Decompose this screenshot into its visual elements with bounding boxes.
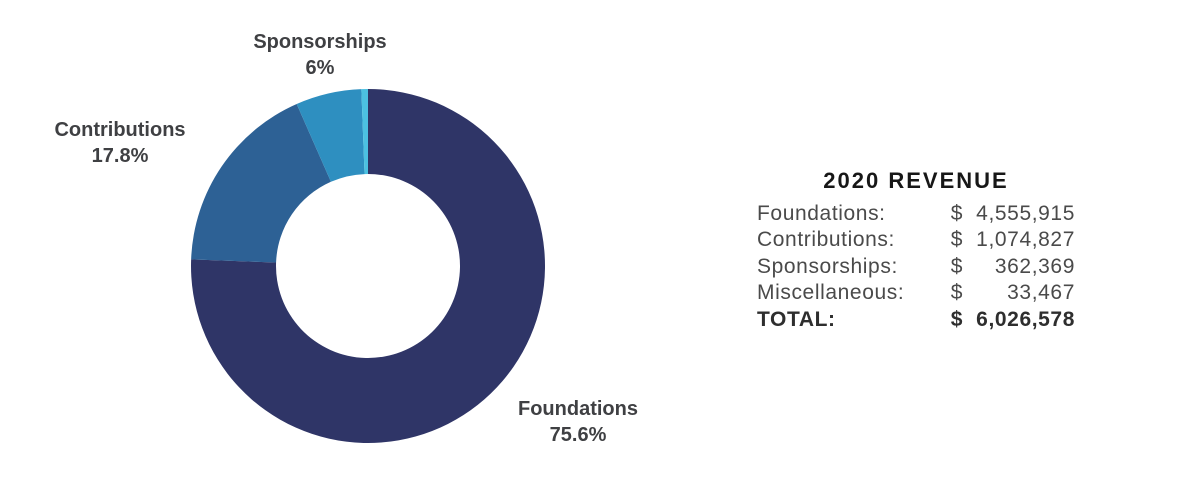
currency-sign: $ <box>950 254 963 278</box>
summary-title: 2020 REVENUE <box>823 168 1009 193</box>
row-amount: 4,555,915 <box>976 202 1075 225</box>
donut-segment-contributions <box>191 104 331 263</box>
summary-row-total: TOTAL: $6,026,578 <box>757 307 1075 333</box>
row-value: $1,074,827 <box>951 227 1075 253</box>
row-value: $4,555,915 <box>951 201 1075 227</box>
chart-label-percent: 6% <box>305 57 335 79</box>
chart-label-percent: 17.8% <box>91 145 149 167</box>
donut-segment-foundations <box>191 89 546 443</box>
chart-label-contributions: Contributions 17.8% <box>30 117 210 169</box>
row-label: Miscellaneous: <box>757 281 905 305</box>
donut-segment-sponsorships <box>296 89 365 182</box>
row-amount: 1,074,827 <box>976 228 1075 252</box>
currency-sign: $ <box>950 307 963 331</box>
summary-row-sponsorships: Sponsorships: $362,369 <box>757 254 1075 280</box>
row-label: TOTAL: <box>757 307 836 331</box>
row-amount: 6,026,578 <box>976 307 1075 331</box>
row-label: Sponsorships: <box>757 254 898 278</box>
row-value: $362,369 <box>951 254 1075 280</box>
chart-label-name: Foundations <box>518 398 638 420</box>
donut-segment-miscellaneous <box>361 89 368 175</box>
chart-label-percent: 75.6% <box>549 424 607 446</box>
row-value: $6,026,578 <box>951 307 1075 333</box>
revenue-summary: 2020 REVENUE Foundations: $4,555,915 Con… <box>757 168 1075 333</box>
row-label: Foundations: <box>757 202 886 225</box>
row-amount: 362,369 <box>994 254 1075 278</box>
row-amount: 33,467 <box>1007 281 1075 305</box>
row-value: $33,467 <box>951 280 1075 306</box>
row-label: Contributions: <box>757 228 895 252</box>
chart-label-name: Contributions <box>54 119 186 141</box>
chart-label-name: Sponsorships <box>253 31 387 53</box>
currency-sign: $ <box>950 228 963 252</box>
chart-label-foundations: Foundations 75.6% <box>488 396 668 448</box>
currency-sign: $ <box>950 202 963 225</box>
summary-row-foundations: Foundations: $4,555,915 <box>757 201 1075 227</box>
summary-row-contributions: Contributions: $1,074,827 <box>757 227 1075 253</box>
currency-sign: $ <box>950 281 963 305</box>
summary-row-miscellaneous: Miscellaneous: $33,467 <box>757 280 1075 306</box>
chart-label-sponsorships: Sponsorships 6% <box>230 29 410 81</box>
